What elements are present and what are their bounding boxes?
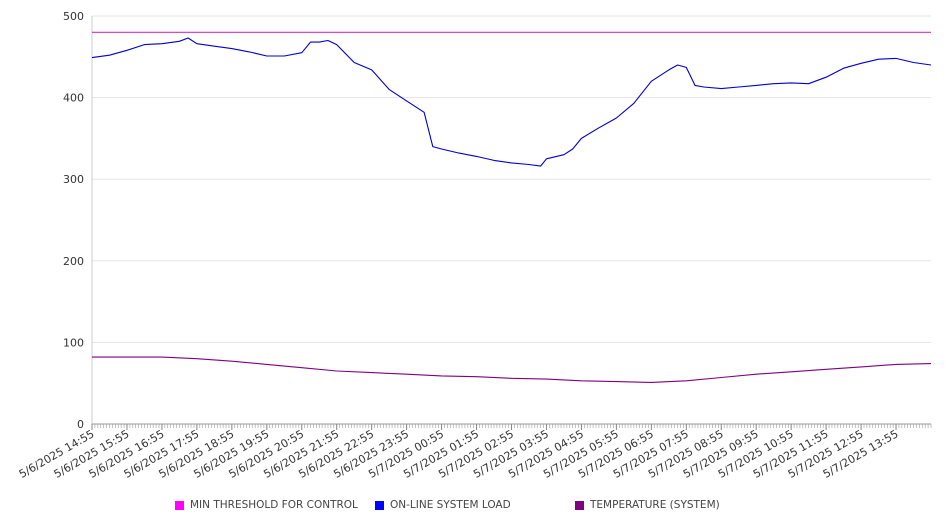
y-tick-label: 0 <box>77 418 84 431</box>
legend-swatch-temperature <box>575 500 584 510</box>
series-line-system-load <box>91 37 932 167</box>
legend-item-system-load: ON-LINE SYSTEM LOAD <box>375 498 511 512</box>
legend-swatch-min-threshold <box>175 500 184 510</box>
legend-swatch-system-load <box>375 500 384 510</box>
legend-item-temperature: TEMPERATURE (SYSTEM) <box>575 498 720 512</box>
y-tick-label: 500 <box>63 10 84 23</box>
y-tick-label: 100 <box>63 336 84 349</box>
y-tick-label: 400 <box>63 92 84 105</box>
y-tick-label: 200 <box>63 255 84 268</box>
legend-item-min-threshold: MIN THRESHOLD FOR CONTROL <box>175 498 358 512</box>
legend-label-system-load: ON-LINE SYSTEM LOAD <box>390 499 511 511</box>
series-line-temperature <box>92 356 932 383</box>
legend-label-min-threshold: MIN THRESHOLD FOR CONTROL <box>190 499 358 511</box>
y-tick-label: 300 <box>63 173 84 186</box>
legend-label-temperature: TEMPERATURE (SYSTEM) <box>590 499 720 511</box>
